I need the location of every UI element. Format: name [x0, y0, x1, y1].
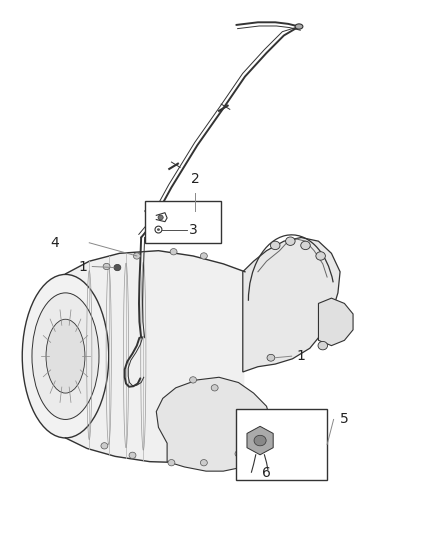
Bar: [145, 200, 221, 243]
Ellipse shape: [114, 264, 121, 271]
Ellipse shape: [22, 274, 109, 438]
Ellipse shape: [201, 459, 207, 466]
Ellipse shape: [295, 24, 303, 29]
Ellipse shape: [211, 385, 218, 391]
Polygon shape: [318, 298, 353, 345]
Ellipse shape: [270, 241, 280, 249]
Text: 4: 4: [50, 236, 59, 250]
Ellipse shape: [301, 241, 310, 249]
Ellipse shape: [170, 248, 177, 255]
Text: 6: 6: [262, 466, 271, 480]
Ellipse shape: [134, 253, 140, 259]
Text: 3: 3: [189, 223, 198, 237]
Ellipse shape: [158, 215, 163, 220]
Bar: [236, 409, 327, 480]
Ellipse shape: [190, 377, 197, 383]
Ellipse shape: [157, 228, 160, 231]
Ellipse shape: [103, 263, 110, 270]
Polygon shape: [247, 426, 273, 455]
Text: 1: 1: [297, 349, 306, 363]
Ellipse shape: [267, 354, 275, 361]
Ellipse shape: [316, 252, 325, 260]
Ellipse shape: [46, 319, 85, 393]
Polygon shape: [66, 251, 245, 463]
Polygon shape: [243, 238, 340, 372]
Ellipse shape: [155, 226, 162, 233]
Ellipse shape: [286, 237, 295, 245]
Ellipse shape: [254, 435, 266, 446]
Ellipse shape: [201, 253, 207, 259]
Polygon shape: [156, 377, 271, 471]
Ellipse shape: [32, 293, 99, 419]
Ellipse shape: [168, 459, 175, 466]
Ellipse shape: [235, 450, 242, 457]
Text: 1: 1: [78, 260, 87, 273]
Text: 2: 2: [191, 172, 200, 187]
Ellipse shape: [318, 342, 328, 350]
Text: 5: 5: [340, 413, 349, 426]
Ellipse shape: [101, 443, 108, 449]
Ellipse shape: [129, 452, 136, 458]
